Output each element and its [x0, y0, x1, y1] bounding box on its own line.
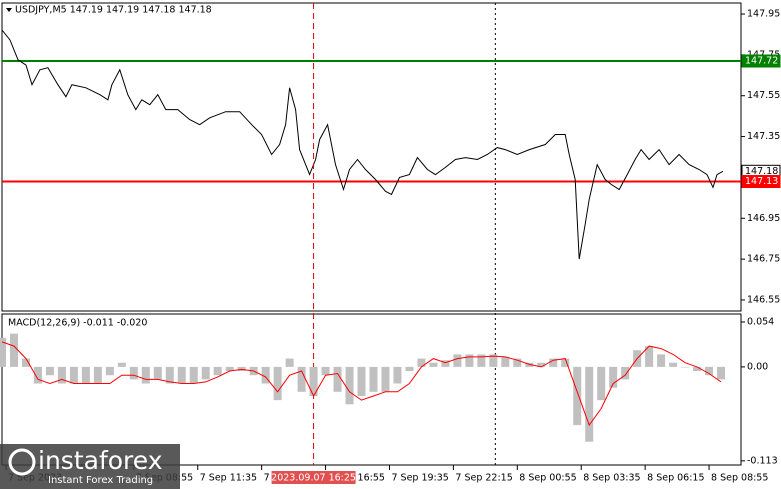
macd-bar: [177, 366, 186, 384]
macd-bar: [489, 354, 498, 367]
macd-bar: [609, 366, 618, 388]
macd-bar: [585, 366, 594, 442]
macd-bar: [153, 366, 162, 380]
macd-bar: [597, 366, 606, 401]
x-tick-label: 7 Sep 19:35: [391, 473, 448, 484]
macd-bar: [345, 366, 354, 405]
macd-bar: [129, 366, 138, 380]
x-tick-label: 7 Sep 11:35: [200, 473, 257, 484]
x-tick-label: 8 Sep 08:55: [711, 473, 768, 484]
cursor-label-box: [271, 471, 356, 484]
macd-bar: [477, 354, 486, 367]
macd-bar: [297, 366, 306, 392]
price-line: [1, 29, 724, 260]
macd-bar: [261, 366, 270, 384]
macd-bar: [513, 358, 522, 367]
macd-bar: [225, 366, 234, 372]
x-tick-label: 8 Sep 03:35: [583, 473, 640, 484]
macd-bar: [69, 366, 78, 384]
x-tick-label: 8 Sep 06:15: [647, 473, 704, 484]
y-tick-label: 147.35: [747, 131, 780, 142]
macd-bar: [117, 362, 126, 367]
price-tag-box: [741, 175, 781, 189]
macd-bar: [21, 358, 30, 367]
y-tick-label: 0.00: [747, 361, 768, 372]
macd-bar: [705, 366, 714, 376]
macd-bar: [549, 358, 558, 367]
macd-bar: [81, 366, 90, 384]
macd-bar: [645, 346, 654, 367]
macd-bar: [621, 366, 630, 380]
macd-bar: [213, 366, 222, 376]
macd-bar: [33, 366, 42, 384]
y-tick-label: 0.054: [747, 316, 774, 327]
macd-bar: [369, 366, 378, 392]
main-panel: [1, 2, 742, 312]
macd-bar: [357, 366, 366, 396]
macd-panel: [1, 313, 742, 466]
x-tick-label: 7 Sep 16:55: [328, 473, 385, 484]
plot-layer: 147.95147.75147.55147.35147.15146.95146.…: [0, 3, 781, 484]
macd-bar: [105, 366, 114, 376]
y-tick-label: 146.95: [747, 213, 780, 224]
y-tick-label: 147.95: [747, 9, 780, 20]
macd-bar: [453, 354, 462, 367]
macd-bar: [309, 366, 318, 396]
macd-bar: [189, 366, 198, 384]
macd-bar: [381, 366, 390, 392]
watermark-tagline: Instant Forex Trading: [48, 475, 153, 486]
macd-bar: [405, 366, 414, 372]
price-tag: 147.13: [745, 176, 778, 187]
macd-bar: [285, 358, 294, 367]
y-tick-label: 146.55: [747, 294, 780, 305]
x-tick-label: 7 Sep 22:15: [455, 473, 512, 484]
watermark-logo: [8, 448, 36, 476]
macd-bar: [693, 366, 702, 372]
macd-bar: [141, 366, 150, 384]
macd-bar: [321, 366, 330, 376]
macd-bar: [501, 356, 510, 367]
macd-bar: [717, 366, 726, 380]
signal-line: [1, 341, 722, 427]
x-tick-label: 8 Sep 00:55: [519, 473, 576, 484]
macd-bar: [333, 366, 342, 392]
macd-bar: [573, 366, 582, 426]
macd-bar: [57, 366, 66, 384]
macd-bar: [657, 354, 666, 367]
y-tick-label: 146.75: [747, 254, 780, 265]
price-tag: 147.72: [745, 56, 778, 67]
cursor-label: 2023.09.07 16:25: [271, 473, 356, 484]
macd-bar: [417, 358, 426, 367]
watermark: instaforex Instant Forex Trading: [0, 444, 180, 489]
macd-bar: [273, 366, 282, 401]
y-tick-label: 147.55: [747, 90, 780, 101]
macd-bar: [669, 362, 678, 367]
macd-bar: [201, 366, 210, 380]
price-tag-box: [741, 54, 781, 68]
macd-bar: [393, 366, 402, 384]
macd-bar: [465, 354, 474, 367]
chart-title: USDJPY,M5 147.19 147.19 147.18 147.18: [15, 5, 212, 16]
macd-bar: [681, 366, 690, 368]
macd-bar: [9, 333, 18, 367]
macd-bar: [429, 362, 438, 367]
macd-title: MACD(12,26,9) -0.011 -0.020: [8, 318, 147, 329]
price-tag: 147.18: [745, 166, 778, 177]
macd-bar: [561, 358, 570, 367]
y-tick-label: -0.113: [747, 455, 778, 466]
macd-bar: [441, 360, 450, 367]
macd-bar: [93, 366, 102, 384]
macd-bar: [45, 366, 54, 376]
macd-bar: [165, 366, 174, 384]
macd-bar: [537, 362, 546, 367]
menu-arrow: [6, 8, 12, 12]
macd-bar: [0, 337, 6, 367]
watermark-brand: instaforex: [38, 446, 163, 475]
